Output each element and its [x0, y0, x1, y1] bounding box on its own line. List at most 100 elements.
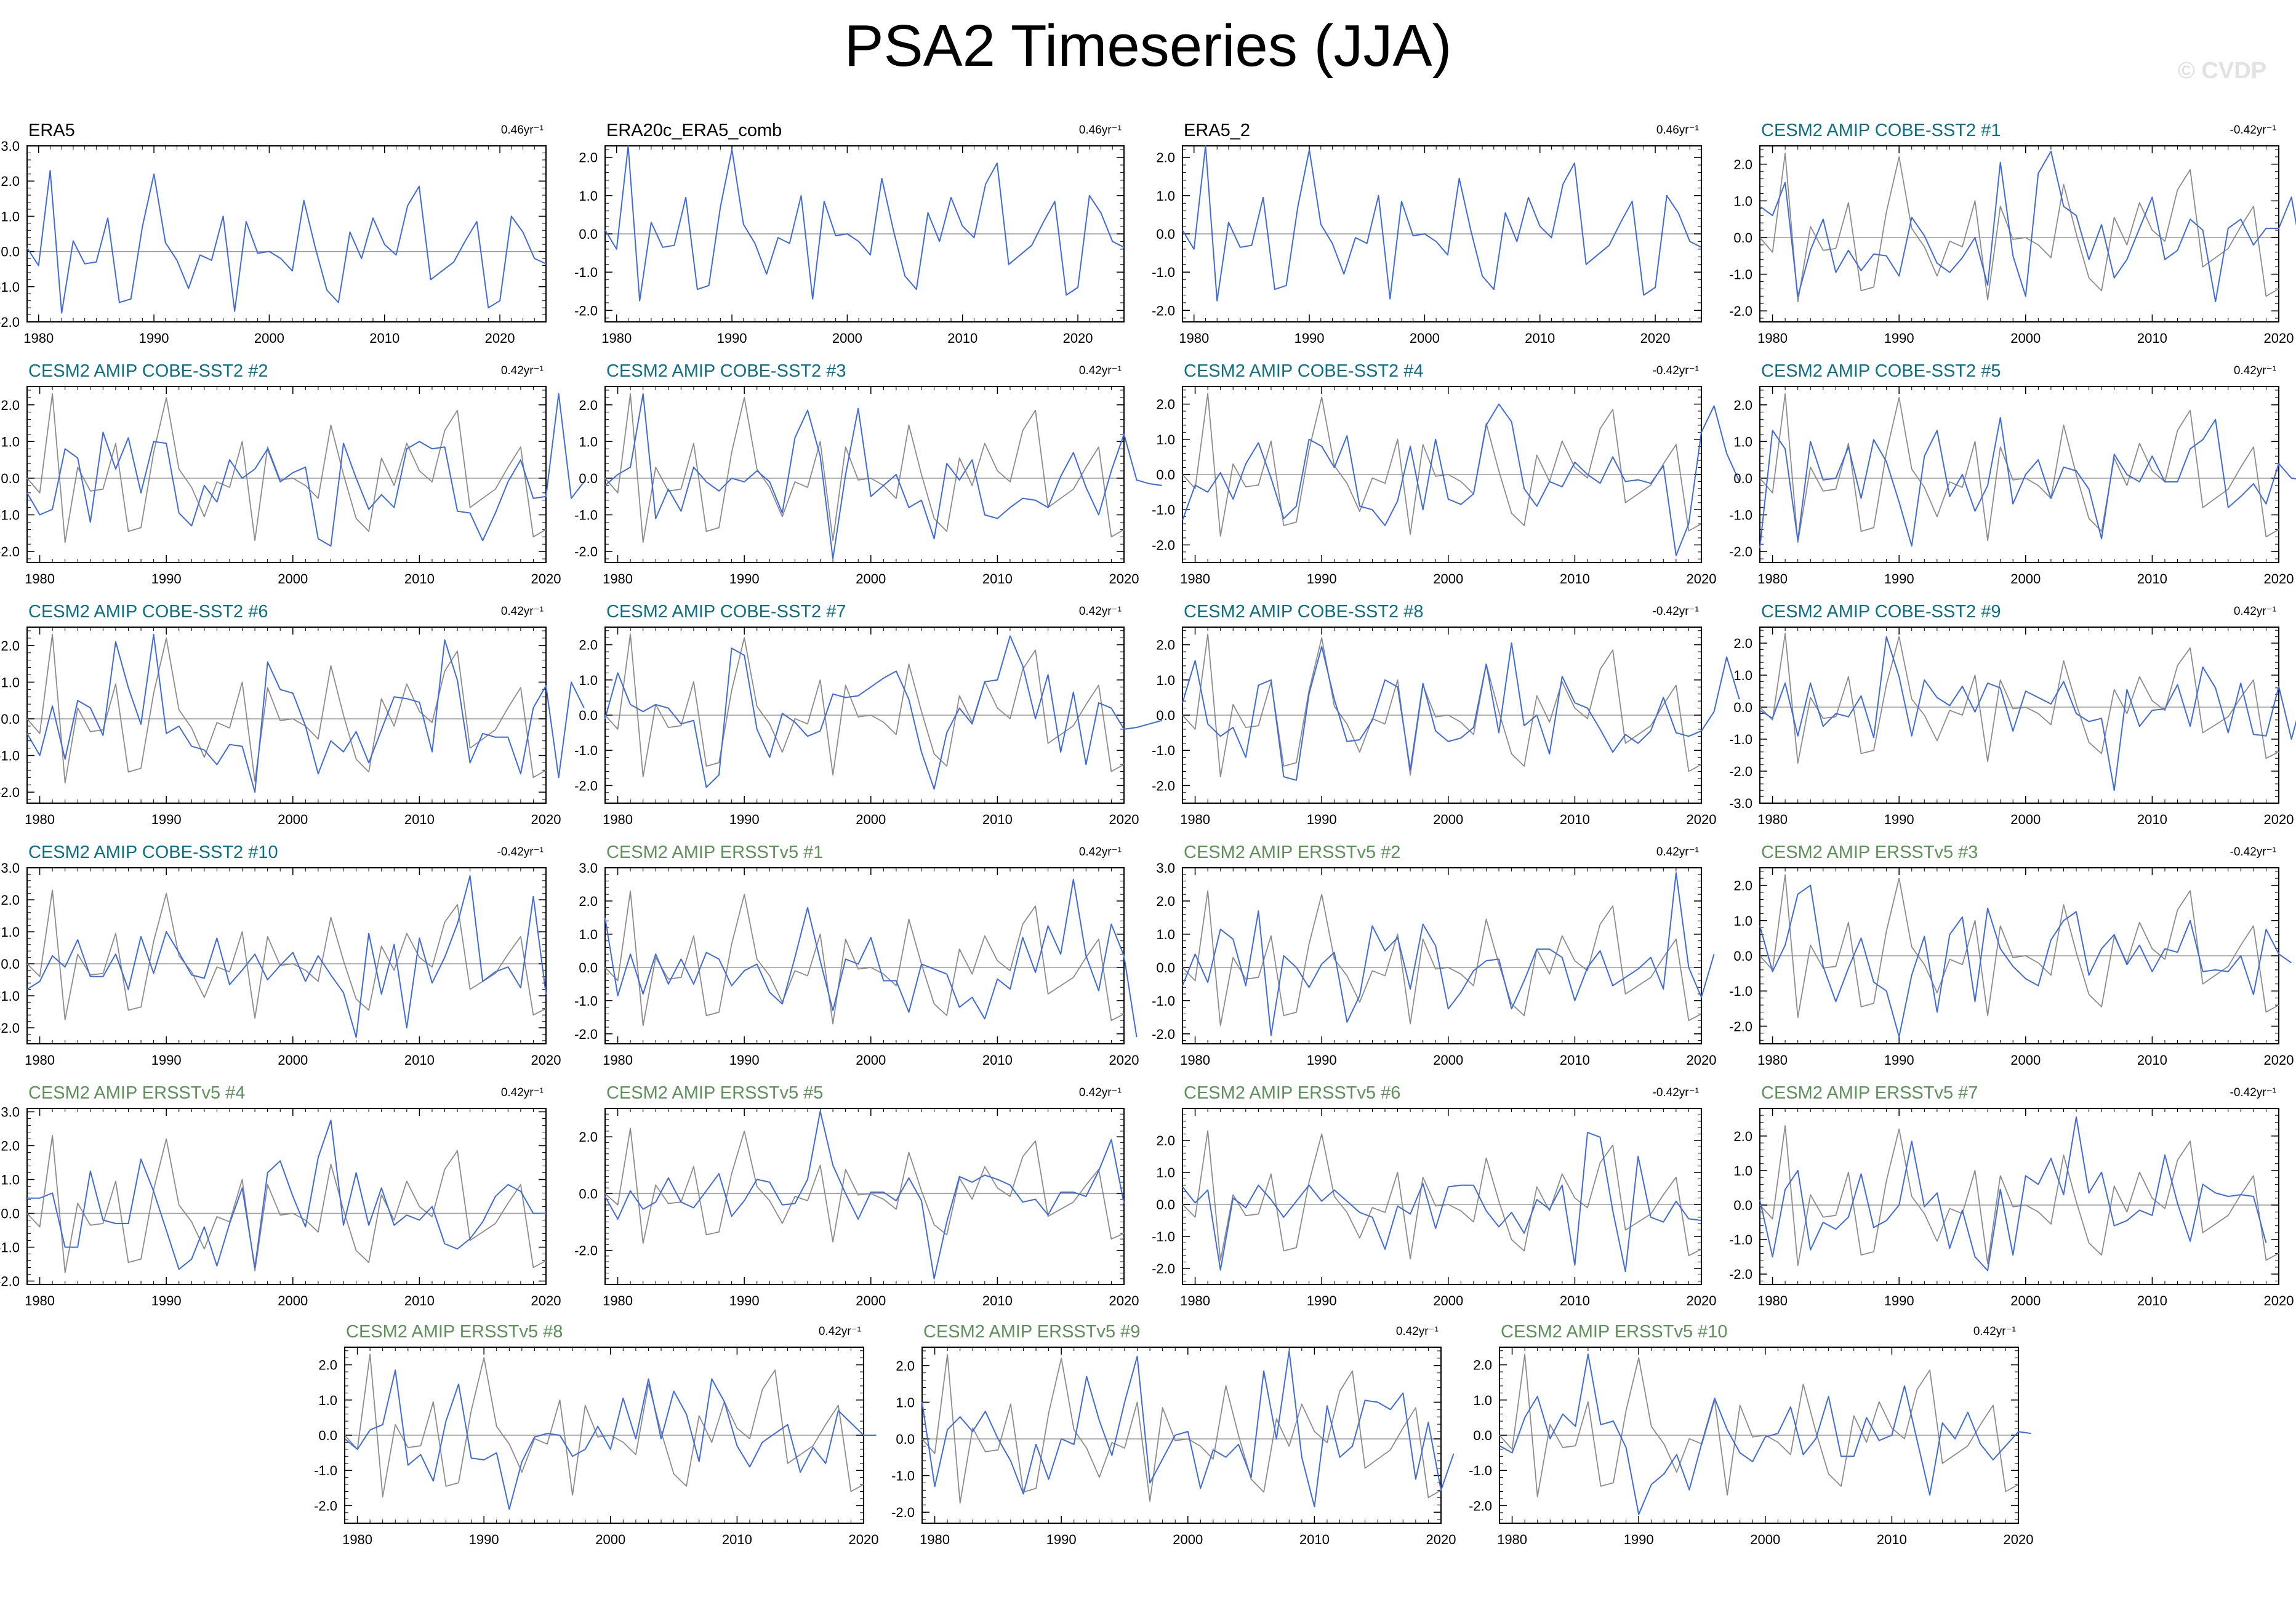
y-tick-label: -2.0 [574, 778, 598, 793]
reference-line [1759, 874, 2279, 1018]
x-tick-label: 2000 [2010, 812, 2041, 827]
y-tick-label: 1.0 [579, 673, 598, 688]
y-tick-label: -1.0 [1152, 502, 1175, 518]
y-tick-label: -1.0 [1469, 1463, 1492, 1478]
panel-title: CESM2 AMIP ERSSTv5 #4 [28, 1083, 245, 1103]
x-tick-label: 1980 [1180, 1293, 1210, 1308]
reference-line [1182, 633, 1702, 777]
trend-label: 0.42yr⁻¹ [501, 364, 544, 377]
series-line [1499, 1353, 2031, 1515]
y-tick-label: 2.0 [1, 174, 20, 189]
x-tick-label: 2020 [1109, 812, 1139, 827]
y-tick-label: 0.0 [1156, 467, 1175, 483]
panel-22: CESM2 AMIP ERSSTv5 #9 0.42yr⁻¹ 2.0 1.0 0.0 -1… [891, 1322, 1456, 1547]
series-line [1759, 884, 2292, 1038]
trend-label: 0.42yr⁻¹ [1079, 846, 1122, 859]
x-tick-label: 2000 [856, 1052, 886, 1068]
y-tick-label: -3.0 [1729, 796, 1752, 811]
x-tick-label: 2010 [1560, 571, 1590, 587]
y-tick-label: 0.0 [579, 708, 598, 723]
series-line [26, 875, 547, 1038]
y-tick-label: -1.0 [1152, 993, 1175, 1009]
panel-title: CESM2 AMIP ERSSTv5 #3 [1761, 843, 1978, 862]
x-tick-label: 2020 [2264, 1052, 2294, 1068]
y-tick-label: 0.0 [1733, 230, 1752, 246]
x-tick-label: 1980 [603, 812, 633, 827]
y-tick-label: 2.0 [1733, 398, 1752, 413]
y-tick-label: -1.0 [0, 1240, 20, 1256]
x-tick-label: 2020 [1109, 571, 1139, 587]
y-tick-label: -2.0 [0, 544, 20, 559]
trend-label: 0.46yr⁻¹ [1079, 124, 1122, 137]
y-tick-label: 1.0 [1156, 673, 1175, 688]
panel-title: ERA5_2 [1184, 121, 1250, 140]
y-tick-label: 1.0 [1, 209, 20, 224]
panel-title: CESM2 AMIP COBE-SST2 #7 [606, 602, 846, 622]
x-tick-label: 2000 [2010, 330, 2041, 346]
x-tick-label: 2000 [2010, 1293, 2041, 1308]
y-tick-label: 0.0 [579, 1186, 598, 1201]
y-tick-label: -1.0 [1152, 265, 1175, 280]
x-tick-label: 1990 [151, 812, 182, 827]
y-tick-label: 2.0 [579, 398, 598, 413]
y-tick-label: 1.0 [1, 434, 20, 449]
x-tick-label: 1990 [729, 1052, 760, 1068]
panel-title: CESM2 AMIP ERSSTv5 #7 [1761, 1083, 1978, 1103]
y-tick-label: 1.0 [1, 1172, 20, 1188]
plot-frame [26, 145, 547, 322]
series-line [1759, 1116, 2267, 1272]
x-tick-label: 2020 [2004, 1532, 2034, 1547]
x-tick-label: 2010 [982, 571, 1013, 587]
series-line [604, 393, 1162, 559]
y-tick-label: 0.0 [1, 1206, 20, 1222]
x-tick-label: 2010 [722, 1532, 752, 1547]
y-tick-label: 3.0 [1156, 860, 1175, 876]
y-tick-label: 2.0 [1733, 636, 1752, 651]
y-tick-label: -2.0 [1729, 303, 1752, 319]
trend-label: -0.42yr⁻¹ [497, 846, 544, 859]
y-tick-label: -1.0 [574, 993, 598, 1009]
y-tick-label: 1.0 [1733, 668, 1752, 683]
plot-frame [921, 1347, 1442, 1524]
y-tick-label: 0.0 [896, 1432, 915, 1447]
x-tick-label: 1990 [1307, 1293, 1337, 1308]
y-tick-label: 3.0 [579, 860, 598, 876]
x-tick-label: 1990 [717, 330, 747, 346]
y-tick-label: -2.0 [1152, 778, 1175, 793]
panel-19: CESM2 AMIP ERSSTv5 #6 -0.42yr⁻¹ 2.0 1.0 0.0 -… [1152, 1083, 1716, 1308]
series-line [604, 635, 1162, 790]
x-tick-label: 2020 [1687, 812, 1717, 827]
x-tick-label: 1990 [1307, 1052, 1337, 1068]
x-tick-label: 2020 [1109, 1293, 1139, 1308]
y-tick-label: 1.0 [318, 1393, 337, 1408]
x-tick-label: 2020 [531, 571, 561, 587]
x-tick-label: 1980 [1497, 1532, 1527, 1547]
reference-line [604, 393, 1125, 543]
y-tick-label: 0.0 [1156, 1197, 1175, 1212]
x-tick-label: 2000 [2010, 571, 2041, 587]
plot-frame [26, 386, 547, 563]
trend-label: 0.42yr⁻¹ [501, 1086, 544, 1099]
x-tick-label: 1990 [469, 1532, 499, 1547]
panel-title: ERA20c_ERA5_comb [606, 121, 782, 140]
plot-frame [1182, 867, 1702, 1044]
x-tick-label: 2020 [1109, 1052, 1139, 1068]
panel-10: CESM2 AMIP COBE-SST2 #7 0.42yr⁻¹ 2.0 1.0 0.0… [574, 602, 1162, 827]
x-tick-label: 2010 [404, 1293, 435, 1308]
y-tick-label: 2.0 [1733, 1129, 1752, 1144]
panel-title: CESM2 AMIP ERSSTv5 #9 [923, 1322, 1140, 1342]
x-tick-label: 1980 [1757, 812, 1788, 827]
x-tick-label: 1990 [151, 1293, 182, 1308]
y-tick-label: -2.0 [314, 1498, 337, 1513]
series-line [1182, 642, 1740, 781]
y-tick-label: -1.0 [574, 508, 598, 523]
x-tick-label: 1990 [729, 1293, 760, 1308]
x-tick-label: 2010 [1525, 330, 1555, 346]
reference-line [604, 1127, 1125, 1244]
reference-line [26, 634, 547, 784]
y-tick-label: -2.0 [1152, 1027, 1175, 1042]
y-tick-label: -1.0 [574, 743, 598, 758]
trend-label: 0.42yr⁻¹ [1079, 605, 1122, 618]
y-tick-label: -2.0 [0, 1020, 20, 1036]
